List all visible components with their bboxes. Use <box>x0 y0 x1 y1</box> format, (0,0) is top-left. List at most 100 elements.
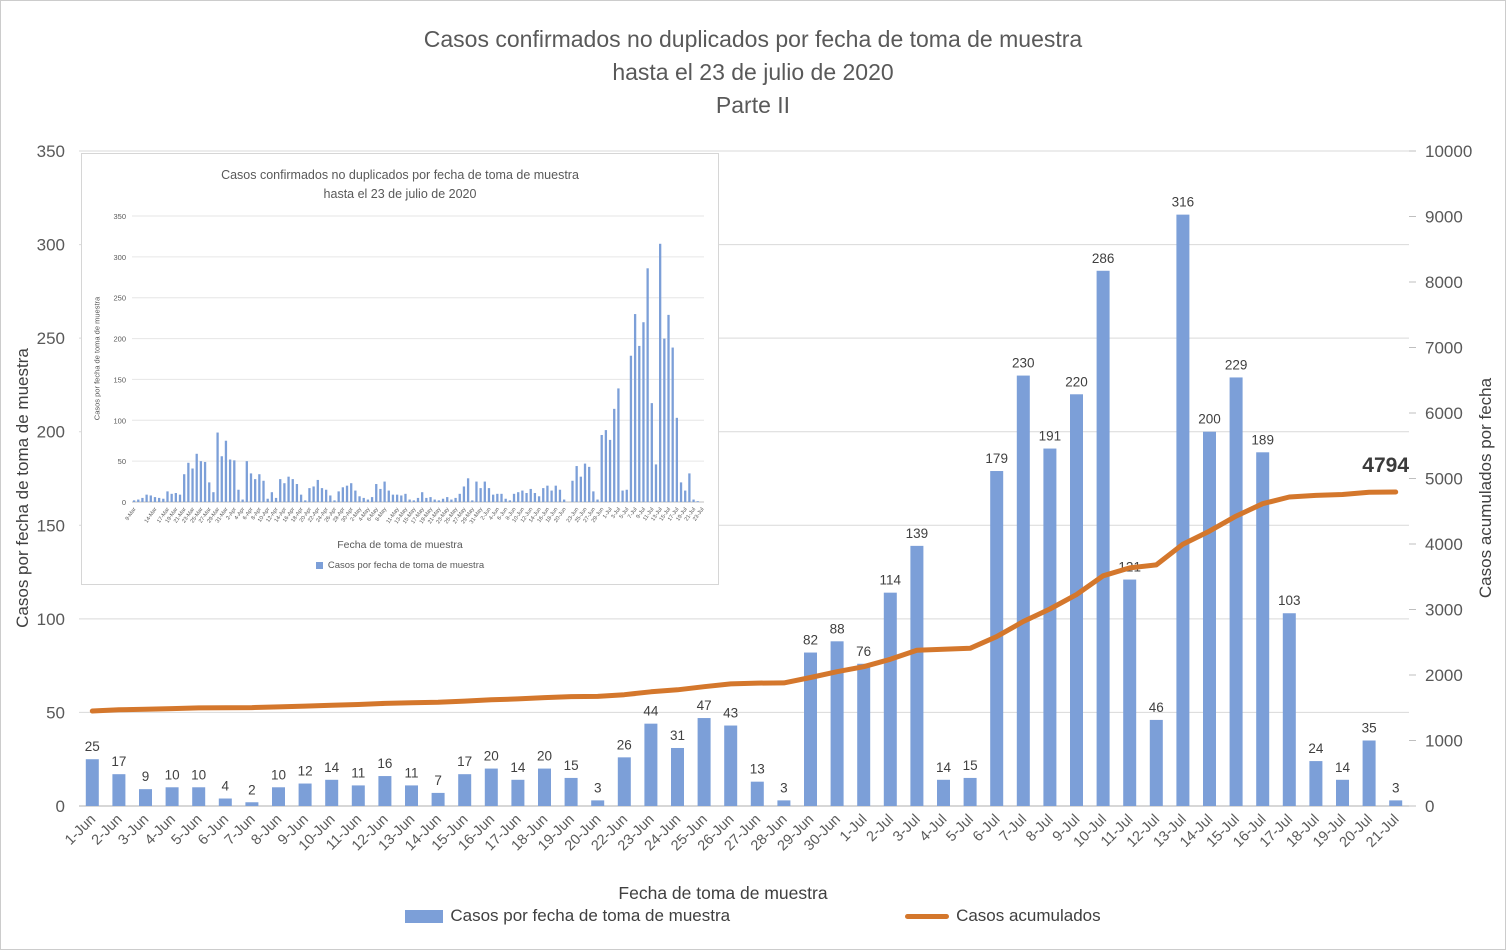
x-axis-title: Fecha de toma de muestra <box>618 883 828 903</box>
left-axis-tick: 300 <box>37 236 65 255</box>
bar <box>1070 394 1083 806</box>
bar <box>1229 377 1243 806</box>
bar <box>937 779 950 806</box>
inset-bar <box>391 494 395 502</box>
bar <box>484 768 498 806</box>
inset-bar <box>270 492 274 502</box>
bar-value-label: 3 <box>594 780 602 795</box>
inset-bar <box>324 489 328 502</box>
bar-value-label: 14 <box>510 760 526 775</box>
bar <box>883 592 897 806</box>
inset-bar <box>224 440 228 502</box>
inset-bar <box>496 493 499 502</box>
inset-bar <box>208 482 211 502</box>
inset-left-axis-tick: 200 <box>113 335 126 344</box>
bar <box>431 792 445 806</box>
inset-bar <box>550 490 553 502</box>
bar-value-label: 103 <box>1278 593 1301 608</box>
right-axis-tick: 6000 <box>1425 404 1463 423</box>
bar-value-label: 220 <box>1065 374 1088 389</box>
inset-bar <box>241 499 244 502</box>
inset-bar <box>462 486 466 502</box>
inset-bar <box>237 489 240 502</box>
x-axis-tick: 1-Jul <box>837 812 871 846</box>
inset-bar <box>366 499 370 502</box>
bar-value-label: 14 <box>1335 760 1351 775</box>
inset-bar <box>174 493 177 502</box>
bar-value-label: 7 <box>434 773 442 788</box>
bar <box>644 723 658 806</box>
inset-bar <box>483 481 486 502</box>
bar <box>1176 214 1190 807</box>
inset-bar <box>521 490 524 502</box>
inset-chart: 0 50 100 150 200 250 300 350 9-Mar 14-Mar 17-Mar 19… <box>81 153 719 585</box>
x-axis-tick: 5-Jul <box>943 812 977 846</box>
inset-x-axis-tick: 5-Jul <box>619 507 631 520</box>
inset-bar <box>638 345 641 502</box>
bar-value-label: 16 <box>377 756 392 771</box>
bar <box>1043 448 1057 806</box>
inset-bar <box>304 500 307 502</box>
bar <box>1149 719 1163 806</box>
bar-value-label: 17 <box>457 754 472 769</box>
inset-bar <box>684 490 687 502</box>
inset-left-axis-tick: 150 <box>113 375 126 384</box>
inset-bar <box>592 491 595 502</box>
inset-bar <box>529 488 532 502</box>
bar-value-label: 35 <box>1362 721 1377 736</box>
inset-bar <box>475 481 478 502</box>
inset-bar <box>429 497 432 502</box>
left-axis-tick: 50 <box>46 703 65 722</box>
bar-value-label: 11 <box>351 765 365 780</box>
x-axis-tick: 6-Jul <box>970 812 1004 846</box>
left-axis-tick: 350 <box>37 142 65 161</box>
legend-item-line: Casos acumulados <box>905 906 1101 926</box>
chart-title-line1: Casos confirmados no duplicados por fech… <box>423 26 1083 52</box>
bar <box>910 545 924 806</box>
bar <box>1282 613 1296 806</box>
inset-bar <box>320 488 324 502</box>
bar <box>538 768 551 806</box>
bar-value-label: 14 <box>324 760 340 775</box>
bar <box>458 774 472 806</box>
bar-value-label: 3 <box>780 780 788 795</box>
inset-bar <box>562 499 566 502</box>
inset-bar <box>596 499 599 502</box>
left-axis-tick: 250 <box>37 329 65 348</box>
right-axis-tick: 5000 <box>1425 470 1463 489</box>
inset-bar <box>153 497 157 502</box>
bar-value-label: 10 <box>165 767 180 782</box>
inset-legend-label: Casos por fecha de toma de muestra <box>327 560 485 571</box>
bar-value-label: 14 <box>936 760 952 775</box>
right-axis-tick: 2000 <box>1425 666 1463 685</box>
left-axis-title: Casos por fecha de toma de muestra <box>13 348 32 628</box>
inset-bar <box>696 501 699 502</box>
right-axis-tick: 4000 <box>1425 535 1463 554</box>
inset-bar <box>679 482 683 502</box>
bar <box>351 785 365 806</box>
inset-bar <box>408 499 411 502</box>
x-axis-tick: 7-Jul <box>997 812 1031 846</box>
inset-bar <box>279 479 282 502</box>
chart-title-line2: hasta el 23 de julio de 2020 <box>612 59 894 85</box>
inset-bar <box>604 430 608 502</box>
inset-title-line2: hasta el 23 de julio de 2020 <box>323 187 477 201</box>
left-axis-tick: 100 <box>37 610 65 629</box>
inset-bar <box>579 476 582 502</box>
right-axis-tick: 9000 <box>1425 208 1463 227</box>
bar-value-label: 200 <box>1198 412 1221 427</box>
inset-bar <box>254 479 257 502</box>
inset-bar <box>258 474 261 502</box>
inset-bar <box>379 488 382 502</box>
inset-bar <box>183 474 186 502</box>
bar-value-label: 43 <box>723 706 738 721</box>
inset-x-axis-title: Fecha de toma de muestra <box>337 539 463 551</box>
inset-bar <box>663 338 666 502</box>
bar <box>804 652 817 806</box>
bar <box>218 798 232 806</box>
inset-bar-swatch-icon <box>315 562 323 569</box>
inset-bar <box>571 480 574 502</box>
inset-bar <box>433 499 436 502</box>
bar <box>325 779 339 806</box>
bar <box>1256 452 1270 806</box>
